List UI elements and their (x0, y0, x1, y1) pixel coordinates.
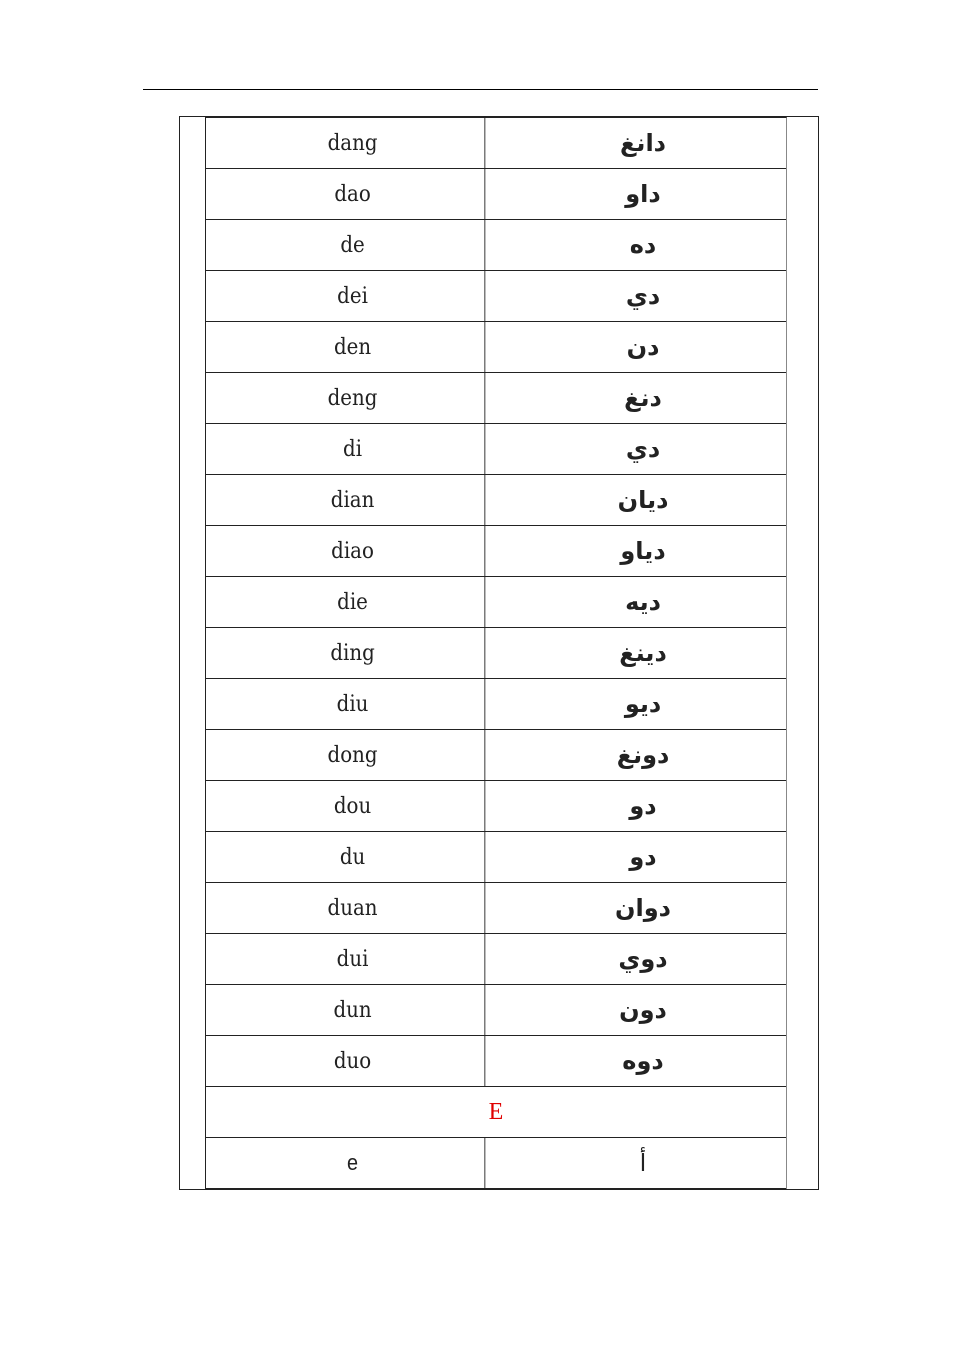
table-row: dong دونغ (206, 730, 786, 781)
pinyin-cell: duan (221, 883, 486, 933)
arabic-cell: دياو (620, 537, 666, 565)
pinyin-cell: dian (221, 475, 486, 525)
arabic-cell: دو (629, 843, 657, 871)
arabic-cell: داو (625, 180, 661, 208)
pinyin-cell: e (221, 1138, 486, 1188)
arabic-cell: دون (619, 996, 667, 1024)
pinyin-cell: de (221, 220, 486, 270)
pinyin-cell: dong (221, 730, 486, 780)
table-row: deng دنغ (206, 373, 786, 424)
table-row: dao داو (206, 169, 786, 220)
table-row: de ده (206, 220, 786, 271)
section-header-label: E (488, 1098, 504, 1125)
arabic-cell: دن (626, 333, 660, 361)
table-row: duo دوه (206, 1036, 786, 1087)
arabic-cell: ديه (625, 588, 661, 616)
table-row: dian ديان (206, 475, 786, 526)
arabic-cell: دوه (622, 1047, 664, 1075)
pinyin-cell: du (221, 832, 486, 882)
table-row: du دو (206, 832, 786, 883)
arabic-cell: دانغ (620, 129, 666, 157)
table-row: duan دوان (206, 883, 786, 934)
pinyin-cell: dang (221, 118, 486, 168)
table-row: di دي (206, 424, 786, 475)
section-header-row: E (206, 1087, 786, 1138)
arabic-cell: دوان (615, 894, 671, 922)
table-row: dang دانغ (206, 118, 786, 169)
arabic-cell: ده (629, 231, 657, 259)
arabic-cell: ديان (617, 486, 669, 514)
pinyin-cell: diao (221, 526, 486, 576)
pinyin-cell: dei (221, 271, 486, 321)
table-row: dui دوي (206, 934, 786, 985)
arabic-cell: دي (625, 282, 661, 310)
arabic-cell: دوي (618, 945, 668, 973)
header-rule (143, 89, 818, 90)
outer-table-border (179, 116, 819, 1190)
pinyin-cell: deng (221, 373, 486, 423)
pinyin-cell: dun (221, 985, 486, 1035)
arabic-cell: دونغ (616, 741, 670, 769)
arabic-cell: دنغ (624, 384, 662, 412)
table-row: diu ديو (206, 679, 786, 730)
arabic-cell: دي (625, 435, 661, 463)
pinyin-cell: di (221, 424, 486, 474)
pinyin-cell: duo (221, 1036, 486, 1086)
table-row: ding دينغ (206, 628, 786, 679)
table-row: dou دو (206, 781, 786, 832)
arabic-cell: دو (629, 792, 657, 820)
pinyin-cell: ding (221, 628, 486, 678)
arabic-cell: ديو (624, 690, 662, 718)
pinyin-cell: diu (221, 679, 486, 729)
table-row: den دن (206, 322, 786, 373)
arabic-cell: دينغ (619, 639, 667, 667)
table-row: diao دياو (206, 526, 786, 577)
table-row: die ديه (206, 577, 786, 628)
table-row: dun دون (206, 985, 786, 1036)
pinyin-cell: dui (221, 934, 486, 984)
table-row: e أ (206, 1138, 786, 1189)
pinyin-cell: die (221, 577, 486, 627)
pinyin-cell: den (221, 322, 486, 372)
table-row: dei دي (206, 271, 786, 322)
pinyin-arabic-table: dang دانغ dao داو de ده dei دي den دن de… (205, 117, 787, 1189)
pinyin-cell: dao (221, 169, 486, 219)
arabic-cell: أ (639, 1149, 647, 1177)
pinyin-cell: dou (221, 781, 486, 831)
